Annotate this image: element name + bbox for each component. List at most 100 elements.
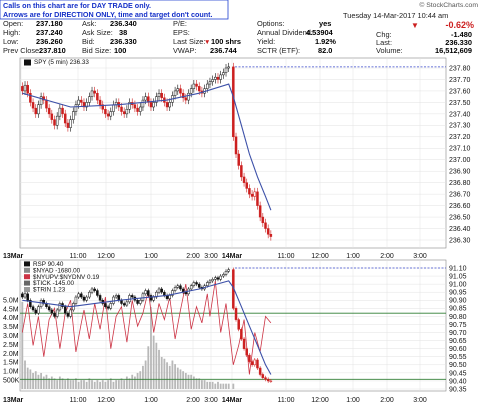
volume-bar [109,378,112,389]
volume-bar [48,378,51,389]
candle-body [96,92,99,101]
rsp-candle-body [224,270,228,275]
candle-body [69,119,72,128]
candle-body [261,216,265,224]
rsp-candle-body [120,300,123,304]
rsp-candle-body [242,338,246,349]
price-y-tick-label: 236.50 [449,214,471,221]
last-size-label: Last Size: [173,37,205,46]
nyup-nydn-line [21,280,272,375]
candle-body [245,182,248,189]
price-legend: SPY (5 min) 236.33 [34,59,89,66]
indicator-x-tick-label: 1:00 [144,397,158,404]
volume-bar [144,360,147,389]
yield-label: Yield: [257,37,275,46]
volume-bar [112,381,115,389]
candle-body [77,99,80,105]
vwap-value: 236.744 [210,46,238,55]
last-size-value: 100 shrs [211,37,241,46]
rsp-candle-body [82,296,86,301]
volume-bar [232,383,235,389]
volume-bar [222,383,225,389]
candle-body [37,104,40,115]
indicator-legend-swatch [24,287,30,292]
rsp-candle-body [34,309,37,314]
rsp-candle-body [88,291,91,298]
ask-value: 236.340 [110,19,137,28]
volume-bar [163,358,166,389]
candle-body [80,99,83,103]
volume-bar [96,380,99,389]
rsp-candle-body [141,293,145,301]
rsp-candle-body [112,296,115,304]
candle-body [93,90,96,94]
last-value: 236.330 [445,38,472,47]
rsp-candle-body [37,306,40,314]
candle-body [234,136,238,155]
rsp-candle-body [269,380,273,382]
volume-bar [201,380,203,389]
annual-div-value: 4.53904 [306,28,334,37]
rsp-candle-body [195,282,198,285]
candle-body [106,113,110,117]
candle-body [58,107,62,117]
rsp-candle-body [31,306,35,311]
candle-body [139,106,142,112]
volume-bar [125,376,128,389]
indicator-x-tick-label: 12:00 [97,397,115,404]
candle-body [66,122,70,128]
rsp-candle-body [90,288,94,293]
rsp-candle-body [264,377,267,380]
volume-bar [117,380,120,389]
volume-label: Volume: [376,46,403,55]
indicator-legend-entry: $NYUPV:$NYDNV 0.19 [33,274,100,281]
volume-bar [34,371,37,389]
indicator-y-tick-label: 90.65 [449,338,467,345]
candle-body [197,86,201,92]
volume-bar [136,372,139,389]
price-x-tick-label: 3:00 [413,253,427,260]
candle-body [112,104,115,112]
rsp-candle-body [250,361,254,366]
rsp-candle-body [69,309,72,317]
vwap-label: VWAP: [173,46,197,55]
banner-box [0,0,229,20]
candle-body [264,222,267,229]
rsp-candle-body [85,296,88,301]
high-value: 237.240 [36,28,63,37]
rsp-candle-body [176,285,180,288]
indicator-x-tick-label: 12:00 [311,397,329,404]
indicator-y-tick-label: 90.70 [449,330,467,337]
candle-body [253,191,257,197]
price-legend-swatch [24,59,31,66]
indicator-x-tick-label: 1:00 [346,397,360,404]
candle-body [269,234,273,237]
candle-body [222,72,225,76]
indicator-y-tick-label: 91.10 [449,265,467,272]
volume-bar [174,364,176,389]
candle-body [214,76,217,80]
brand-logo: © StockCharts.com [419,1,478,9]
indicator-y-tick-label: 90.75 [449,322,467,329]
candle-body [165,102,169,108]
volume-bar [131,374,134,389]
candle-body [232,66,235,138]
volume-bar [198,378,201,389]
rsp-candle-body [157,288,161,293]
prev-close-value: 237.810 [39,46,66,55]
price-x-tick-label: 12:00 [97,253,115,260]
chg-value: -1.480 [451,30,472,39]
price-x-tick-label: 1:00 [346,253,360,260]
rsp-candle-body [29,300,32,307]
candle-body [61,107,64,115]
candle-body [144,96,147,101]
options-value: yes [319,19,331,28]
rsp-candle-body [184,291,188,295]
rsp-candle-body [253,359,257,366]
rsp-candle-body [152,296,155,301]
volume-bar [53,378,56,389]
volume-bar [206,381,209,389]
price-y-tick-label: 237.20 [449,134,471,141]
indicator-legend-entry: $NYAD -1680.00 [33,267,81,274]
